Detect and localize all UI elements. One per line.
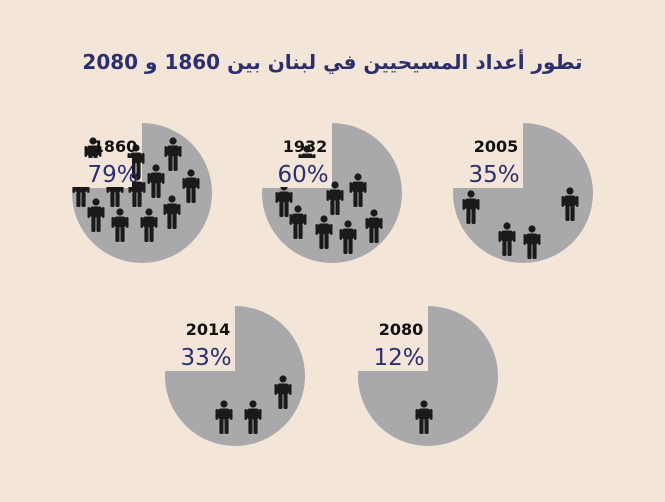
person-icon xyxy=(127,144,145,178)
person-icon xyxy=(462,190,480,224)
person-icon xyxy=(164,137,182,171)
person-icon xyxy=(147,164,165,198)
person-icon xyxy=(349,173,367,207)
pie-2080: 2080 12% xyxy=(354,305,498,446)
person-icon xyxy=(87,198,105,232)
pct-label-bg xyxy=(68,158,132,187)
person-icon xyxy=(339,220,357,254)
person-icon xyxy=(274,375,292,409)
pct-label-bg xyxy=(258,158,322,187)
pie-1932: 1932 60% xyxy=(258,122,402,263)
person-icon xyxy=(498,222,516,256)
data-label: 60% xyxy=(277,162,328,188)
person-icon xyxy=(365,209,383,243)
pie-1860: 1860 79% xyxy=(68,122,212,263)
data-label: 35% xyxy=(468,162,519,188)
person-icon xyxy=(326,181,344,215)
person-icon xyxy=(215,400,233,434)
pct-label-bg xyxy=(354,341,418,370)
person-icon xyxy=(415,400,433,434)
year-label: 2080 xyxy=(379,320,424,339)
person-icon xyxy=(275,183,293,217)
person-icon xyxy=(182,169,200,203)
pct-label-bg xyxy=(449,158,513,187)
data-label: 33% xyxy=(180,345,231,371)
data-label: 12% xyxy=(373,345,424,371)
pie-2014: 2014 33% xyxy=(161,305,305,446)
data-label: 79% xyxy=(87,162,138,188)
pct-label-bg xyxy=(161,341,225,370)
person-icon xyxy=(561,187,579,221)
pie-2005: 2005 35% xyxy=(449,122,593,263)
year-label: 1860 xyxy=(93,137,138,156)
person-icon xyxy=(315,215,333,249)
year-label: 1932 xyxy=(283,137,328,156)
person-icon xyxy=(244,400,262,434)
person-icon xyxy=(163,195,181,229)
person-icon xyxy=(111,208,129,242)
year-label: 2014 xyxy=(186,320,231,339)
chart-title: تطور أعداد المسيحيين في لبنان بين 1860 و… xyxy=(82,50,583,74)
person-icon xyxy=(289,205,307,239)
person-icon xyxy=(140,208,158,242)
year-label: 2005 xyxy=(474,137,519,156)
person-icon xyxy=(523,225,541,259)
